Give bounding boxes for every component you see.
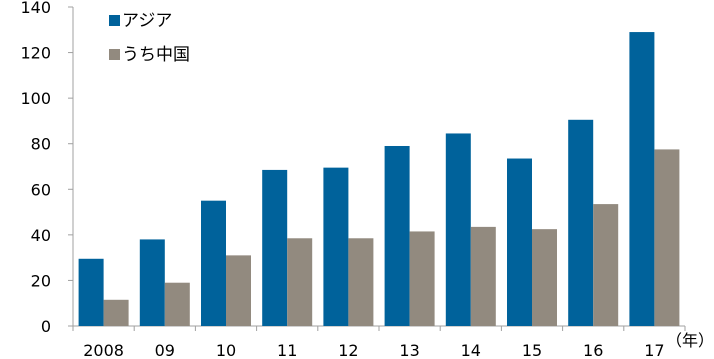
bar-asia xyxy=(323,167,349,326)
x-tick-label: 16 xyxy=(583,341,603,359)
y-tick-label: 140 xyxy=(20,0,51,17)
bar-china xyxy=(470,226,496,326)
x-tick-label: 13 xyxy=(399,341,419,359)
y-tick-label: 40 xyxy=(31,226,51,245)
bar-asia xyxy=(139,239,165,326)
x-axis: 2008 09 10 11 12 13 14 15 16 17 （年） xyxy=(72,325,714,359)
y-tick-label: 80 xyxy=(31,135,51,154)
x-tick-label: 09 xyxy=(155,341,175,359)
bar-china xyxy=(103,299,129,326)
x-tick-label: 12 xyxy=(338,341,358,359)
bar-asia xyxy=(384,145,410,326)
x-tick-label: 15 xyxy=(522,341,542,359)
y-tick-label: 20 xyxy=(31,271,51,290)
x-tick-label: 14 xyxy=(461,341,481,359)
legend-swatch-asia xyxy=(109,15,120,26)
x-tick-label: 2008 xyxy=(83,341,124,359)
bar-china xyxy=(348,238,374,326)
bar-asia xyxy=(507,158,532,326)
bar-china xyxy=(532,229,557,326)
bar-china xyxy=(654,149,680,326)
bar-asia xyxy=(629,32,655,327)
x-tick-label: 10 xyxy=(216,341,236,359)
bar-asia xyxy=(78,258,104,326)
x-tick-label: 11 xyxy=(277,341,297,359)
bar-china xyxy=(593,204,619,326)
legend-swatch-china xyxy=(109,49,120,60)
legend-label-asia: アジア xyxy=(122,11,172,31)
bar-asia xyxy=(445,133,471,326)
y-tick-label: 60 xyxy=(31,180,51,199)
bar-asia xyxy=(568,119,594,327)
bar-asia xyxy=(201,200,226,326)
legend-label-china: うち中国 xyxy=(122,45,190,65)
y-tick-label: 0 xyxy=(41,317,51,336)
x-unit-label: （年） xyxy=(666,331,714,350)
y-ticks: 0 20 40 60 80 100 120 140 xyxy=(20,0,73,336)
y-tick-label: 100 xyxy=(20,89,51,108)
bar-china xyxy=(287,238,313,326)
bars xyxy=(78,32,680,327)
bar-china xyxy=(164,282,190,326)
x-ticks: 2008 09 10 11 12 13 14 15 16 17 xyxy=(72,326,686,359)
bar-china xyxy=(226,255,251,326)
y-tick-label: 120 xyxy=(20,44,51,63)
x-tick-label: 17 xyxy=(644,341,664,359)
legend: アジア うち中国 xyxy=(109,11,190,65)
y-axis: 0 20 40 60 80 100 120 140 xyxy=(20,0,74,336)
bar-china xyxy=(409,231,435,326)
bar-asia xyxy=(262,169,288,326)
